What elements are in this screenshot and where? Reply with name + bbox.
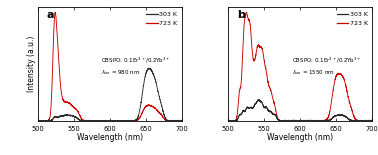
Legend: 303 K, 723 K: 303 K, 723 K — [145, 10, 179, 27]
Text: a: a — [46, 10, 54, 20]
Y-axis label: Intensity (a.u.): Intensity (a.u.) — [28, 36, 36, 92]
X-axis label: Wavelength (nm): Wavelength (nm) — [77, 133, 143, 142]
X-axis label: Wavelength (nm): Wavelength (nm) — [267, 133, 333, 142]
Text: b: b — [237, 10, 245, 20]
Text: CBSPO: 0.1Er$^{3+}$/0.2Yb$^{3+}$
$\lambda_{ex}$ = 980 nm: CBSPO: 0.1Er$^{3+}$/0.2Yb$^{3+}$ $\lambd… — [101, 55, 171, 77]
Text: CBSPO: 0.1Er$^{3+}$/0.2Yb$^{3+}$
$\lambda_{ex}$ = 1550 nm: CBSPO: 0.1Er$^{3+}$/0.2Yb$^{3+}$ $\lambd… — [291, 55, 361, 77]
Legend: 303 K, 723 K: 303 K, 723 K — [335, 10, 369, 27]
